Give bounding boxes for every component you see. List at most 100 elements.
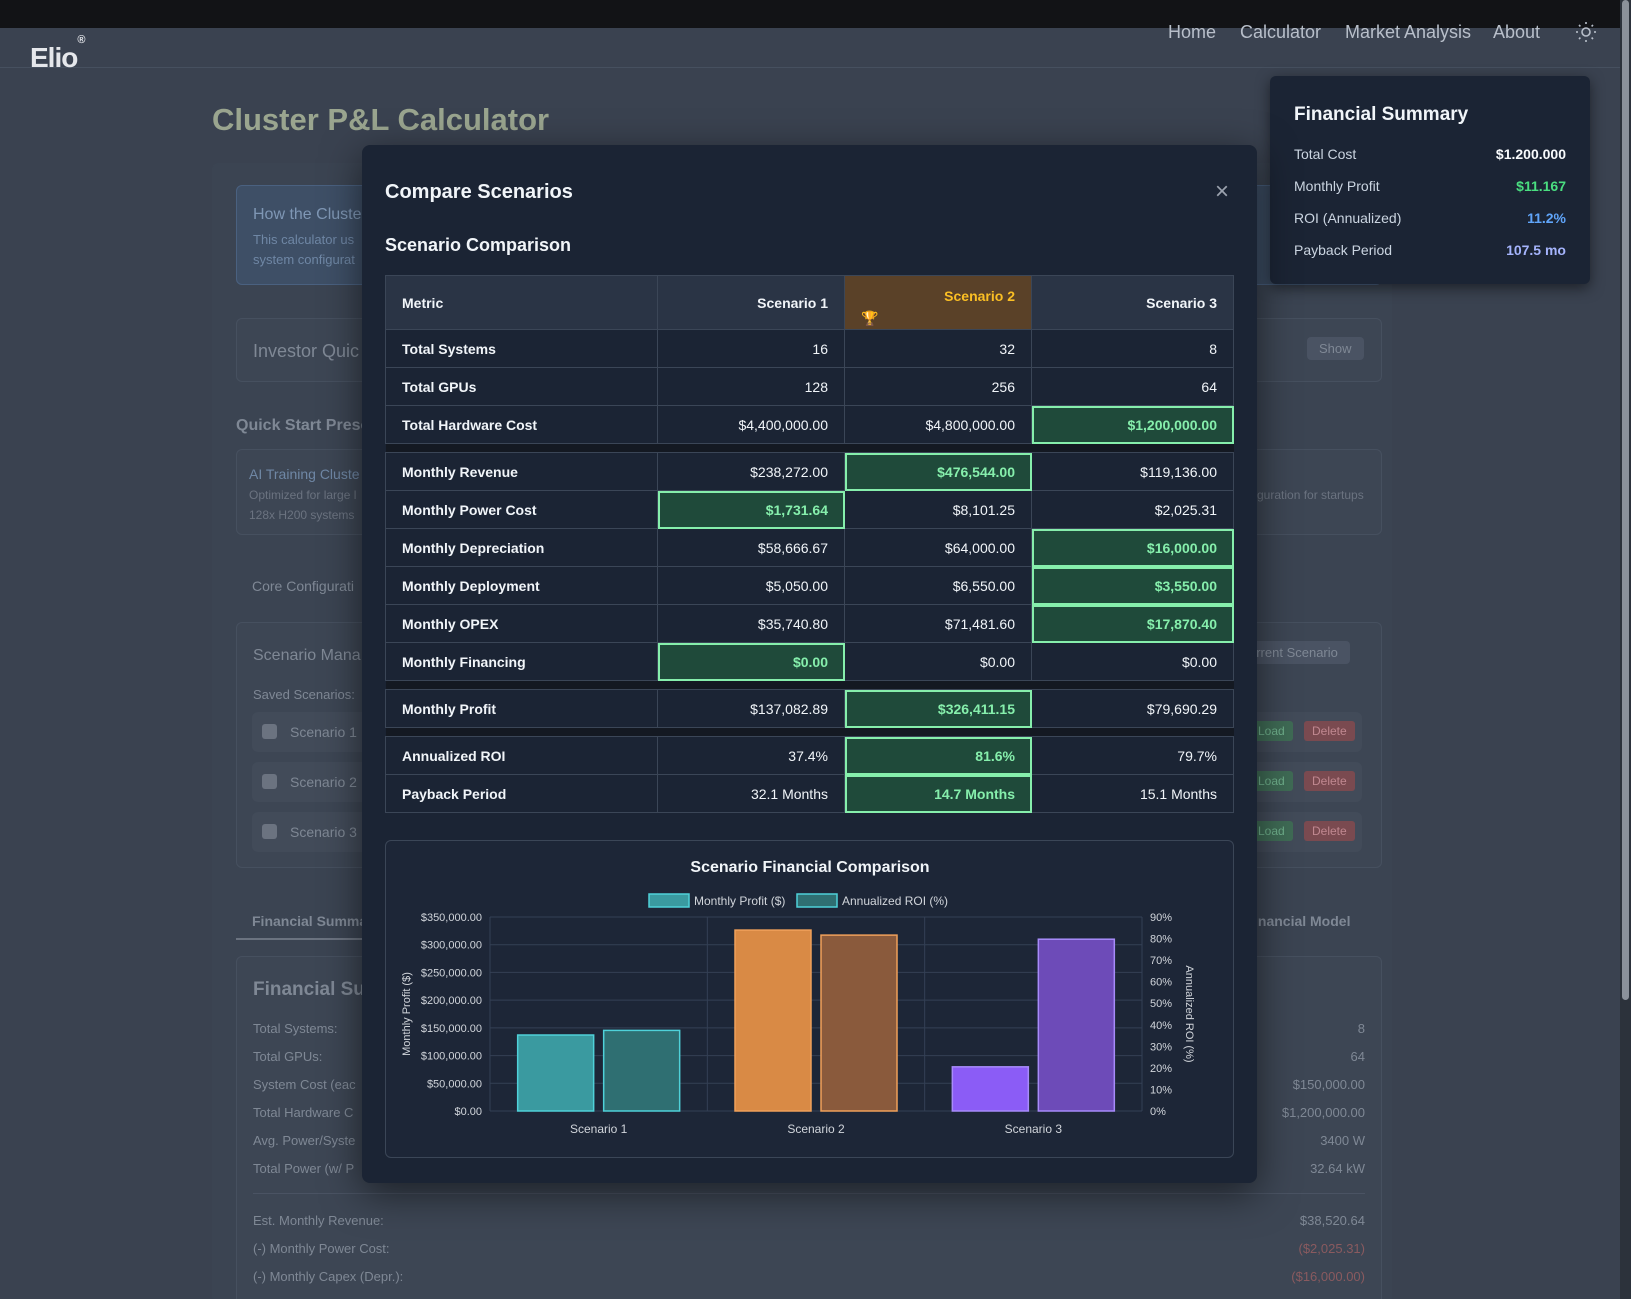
table-row: Monthly Financing $0.00 $0.00 $0.00	[385, 642, 1234, 681]
value-cell: $0.00	[844, 642, 1032, 681]
value-cell: $3,550.00	[1031, 566, 1234, 605]
value-cell: $137,082.89	[657, 689, 845, 728]
summary-value: $38,520.64	[1299, 1213, 1365, 1228]
scenario-checkbox[interactable]	[262, 774, 277, 789]
sun-icon[interactable]	[1574, 20, 1598, 44]
value-cell: $326,411.15	[844, 689, 1032, 728]
y2-tick-label: 50%	[1150, 998, 1172, 1010]
financial-summary-row: Monthly Profit $11.167	[1294, 178, 1566, 210]
delete-button[interactable]: Delete	[1304, 721, 1355, 741]
bar-monthly-profit	[516, 1034, 595, 1112]
value-cell: 14.7 Months	[844, 774, 1032, 813]
table-row: Monthly Deployment $5,050.00 $6,550.00 $3,5…	[385, 566, 1234, 605]
financial-summary-row: ROI (Annualized) 11.2%	[1294, 210, 1566, 242]
how-text-2: system configurat	[253, 252, 355, 267]
value-cell: 81.6%	[844, 736, 1032, 775]
table-separator	[385, 443, 1234, 453]
value-cell: 15.1 Months	[1031, 774, 1234, 813]
tab-financial-summary[interactable]: Financial Summar	[252, 913, 373, 929]
metric-cell: Monthly Depreciation	[385, 528, 658, 567]
nav-calculator[interactable]: Calculator	[1240, 22, 1322, 42]
top-strip	[0, 0, 1631, 28]
value-cell: $79,690.29	[1031, 689, 1234, 728]
table-row: Monthly Profit $137,082.89 $326,411.15 $79,…	[385, 689, 1234, 728]
summary-label: Est. Monthly Revenue:	[253, 1213, 384, 1228]
value-cell: $71,481.60	[844, 604, 1032, 643]
metric-cell: Annualized ROI	[385, 736, 658, 775]
y-tick-label: $150,000.00	[421, 1023, 482, 1035]
modal-title: Compare Scenarios	[385, 181, 573, 203]
table-row: Total Systems 16 32 8	[385, 329, 1234, 368]
y-tick-label: $250,000.00	[421, 967, 482, 979]
header-metric: Metric	[385, 275, 658, 330]
close-icon[interactable]: ×	[1214, 178, 1229, 205]
financial-summary-panel: Financial Summary Total Cost $1.200.000 Mo…	[1270, 76, 1590, 284]
value-cell: $16,000.00	[1031, 528, 1234, 567]
y2-tick-label: 20%	[1150, 1063, 1172, 1075]
financial-summary-panel-title: Financial Summary	[1294, 104, 1469, 125]
load-button[interactable]: Load	[1250, 821, 1293, 841]
load-button[interactable]: Load	[1250, 721, 1293, 741]
legend-label-roi: Annualized ROI (%)	[842, 894, 948, 908]
metric-cell: Total Hardware Cost	[385, 405, 658, 444]
saved-scenario-name: Scenario 1	[290, 724, 357, 740]
y-tick-label: $200,000.00	[421, 995, 482, 1007]
summary-label: Total Power (w/ P	[253, 1161, 355, 1176]
y2-tick-label: 60%	[1150, 977, 1172, 989]
logo[interactable]: Elio®	[30, 33, 85, 73]
y-tick-label: $50,000.00	[427, 1078, 482, 1090]
summary-value: $150,000.00	[1292, 1077, 1365, 1092]
nav-market-analysis[interactable]: Market Analysis	[1345, 22, 1472, 42]
header-scenario-2: Scenario 2 🏆	[844, 275, 1032, 330]
investor-title: Investor Quic	[253, 341, 360, 361]
divider	[253, 1193, 1365, 1194]
scrollbar[interactable]	[1620, 0, 1631, 1299]
y-tick-label: $350,000.00	[421, 912, 482, 924]
summary-row-label: Total Cost	[1294, 146, 1357, 162]
comparison-chart: Scenario Financial Comparison Monthly Pro…	[401, 859, 1195, 1136]
summary-row-label: Monthly Profit	[1294, 178, 1380, 194]
nav-about[interactable]: About	[1493, 22, 1541, 42]
summary-row-value: $1.200.000	[1495, 146, 1566, 162]
x-tick-label: Scenario 2	[787, 1122, 845, 1136]
table-row: Total Hardware Cost $4,400,000.00 $4,800,0…	[385, 405, 1234, 444]
metric-cell: Monthly OPEX	[385, 604, 658, 643]
table-row: Payback Period 32.1 Months 14.7 Months 15.1…	[385, 774, 1234, 813]
table-row: Monthly Power Cost $1,731.64 $8,101.25 $2,0…	[385, 490, 1234, 529]
value-cell: $4,800,000.00	[844, 405, 1032, 444]
summary-label: (-) Monthly Capex (Depr.):	[253, 1269, 404, 1284]
table-row: Monthly Revenue $238,272.00 $476,544.00 $11…	[385, 452, 1234, 491]
show-button[interactable]: Show	[1307, 337, 1364, 360]
tab-core-config[interactable]: Core Configurati	[252, 578, 354, 594]
scenario-checkbox[interactable]	[262, 724, 277, 739]
summary-value: 3400 W	[1320, 1133, 1365, 1148]
scenario-checkbox[interactable]	[262, 824, 277, 839]
comparison-table: Metric Scenario 1 Scenario 2 🏆 Scenario 3…	[385, 275, 1234, 813]
y-tick-label: $300,000.00	[421, 940, 482, 952]
summary-value: ($2,025.31)	[1298, 1241, 1366, 1256]
summary-value: ($16,000.00)	[1291, 1269, 1365, 1284]
bar-annualized-roi	[1037, 938, 1116, 1112]
load-button[interactable]: Load	[1250, 771, 1293, 791]
preset-right-desc: guration for startups	[1257, 488, 1364, 502]
delete-button[interactable]: Delete	[1304, 771, 1355, 791]
trophy-icon: 🏆	[861, 310, 879, 326]
value-cell: $58,666.67	[657, 528, 845, 567]
y-tick-label: $100,000.00	[421, 1051, 482, 1063]
y-tick-label: $0.00	[454, 1106, 482, 1118]
legend-swatch-roi	[796, 893, 838, 908]
value-cell: $64,000.00	[844, 528, 1032, 567]
value-cell: $0.00	[1031, 642, 1234, 681]
nav-home[interactable]: Home	[1168, 22, 1217, 42]
tab-financial-model[interactable]: inancial Model	[1254, 913, 1351, 929]
header-scenario-1: Scenario 1	[657, 275, 845, 330]
scrollbar-thumb[interactable]	[1622, 0, 1629, 1000]
table-row: Monthly OPEX $35,740.80 $71,481.60 $17,870.…	[385, 604, 1234, 643]
table-row: Monthly Depreciation $58,666.67 $64,000.00…	[385, 528, 1234, 567]
save-current-scenario-button[interactable]: urrent Scenario	[1237, 641, 1350, 664]
table-separator	[385, 680, 1234, 690]
y2-tick-label: 90%	[1150, 912, 1172, 924]
summary-label: Avg. Power/Syste	[253, 1133, 356, 1148]
delete-button[interactable]: Delete	[1304, 821, 1355, 841]
bar-annualized-roi	[820, 934, 898, 1112]
